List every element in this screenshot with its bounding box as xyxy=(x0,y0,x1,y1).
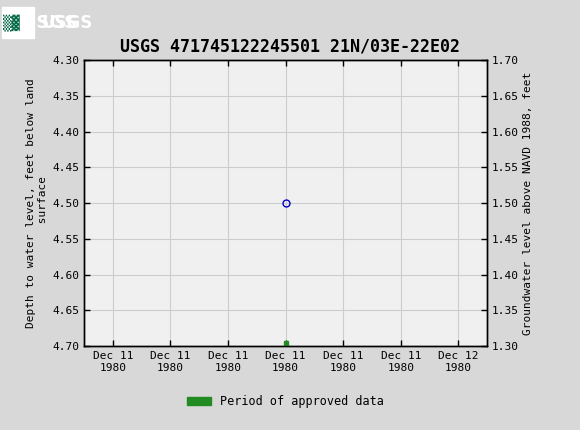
Bar xyxy=(2,7,34,38)
Text: ▒▓: ▒▓ xyxy=(3,14,20,31)
Y-axis label: Depth to water level, feet below land
 surface: Depth to water level, feet below land su… xyxy=(27,78,48,328)
Text: USGS: USGS xyxy=(42,14,93,31)
Text: █USGS: █USGS xyxy=(9,13,78,32)
Legend: Period of approved data: Period of approved data xyxy=(183,391,389,413)
Y-axis label: Groundwater level above NAVD 1988, feet: Groundwater level above NAVD 1988, feet xyxy=(523,71,533,335)
Text: USGS 471745122245501 21N/03E-22E02: USGS 471745122245501 21N/03E-22E02 xyxy=(120,38,460,56)
